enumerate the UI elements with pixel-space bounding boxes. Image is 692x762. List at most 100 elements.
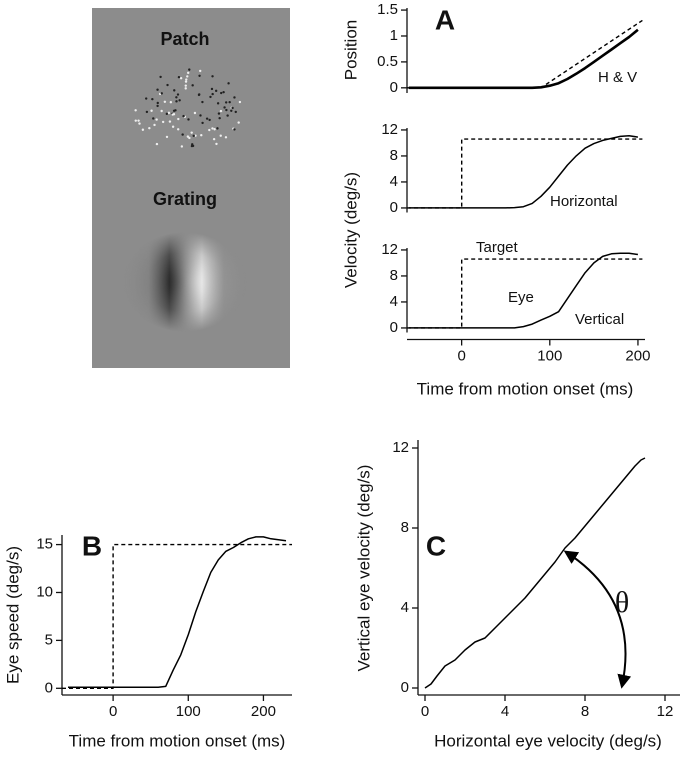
- y-tick-label: 8: [401, 519, 409, 536]
- dot: [209, 95, 212, 99]
- dot: [234, 110, 237, 114]
- dot: [159, 75, 162, 79]
- dot: [177, 75, 181, 79]
- dot: [218, 116, 221, 120]
- x-axis-label: Time from motion onset (ms): [417, 379, 634, 398]
- dot: [156, 88, 159, 91]
- dot: [169, 101, 173, 104]
- dot: [167, 111, 171, 115]
- annotation: Vertical: [575, 311, 624, 328]
- dot: [217, 112, 221, 115]
- y-tick-label: 0: [401, 679, 409, 696]
- dot: [222, 90, 225, 94]
- dot: [208, 128, 211, 132]
- dot: [214, 89, 218, 93]
- dot: [160, 92, 163, 95]
- dot: [155, 142, 159, 146]
- dot: [178, 99, 181, 102]
- x-tick-label: 0: [457, 347, 465, 364]
- dot: [213, 128, 216, 131]
- dot: [227, 82, 230, 85]
- dot: [186, 135, 190, 138]
- y-axis-label: Position: [341, 20, 360, 80]
- dot: [161, 120, 165, 124]
- annotation: H & V: [598, 69, 637, 86]
- dot: [208, 118, 211, 122]
- dot: [205, 117, 209, 120]
- dot: [220, 91, 223, 95]
- data-line: [62, 543, 292, 689]
- dot: [201, 121, 204, 125]
- data-line: [424, 457, 646, 689]
- dot: [215, 142, 218, 146]
- dot: [134, 119, 137, 122]
- data-line: [408, 28, 639, 90]
- dot: [225, 108, 228, 112]
- dot: [171, 125, 175, 128]
- dot: [151, 97, 154, 101]
- annotation: Eye: [508, 289, 534, 306]
- dot: [184, 84, 187, 87]
- dot: [150, 109, 153, 112]
- y-tick-label: 8: [390, 147, 398, 164]
- dot: [211, 127, 214, 130]
- dot: [179, 77, 183, 80]
- dot: [137, 119, 140, 122]
- dot: [177, 117, 180, 121]
- annotation: θ: [615, 586, 629, 619]
- x-tick-label: 12: [657, 703, 674, 720]
- dot: [144, 97, 148, 100]
- dot: [216, 127, 219, 130]
- dot: [228, 100, 231, 104]
- dot: [230, 109, 233, 112]
- x-tick-label: 200: [251, 703, 276, 720]
- dot: [148, 126, 151, 130]
- dot: [181, 133, 184, 136]
- data-line: [407, 138, 643, 209]
- panel-label: A: [435, 4, 455, 35]
- dot: [185, 78, 188, 81]
- grating: [120, 230, 250, 335]
- dot: [231, 106, 234, 110]
- y-tick-label: 1: [390, 27, 398, 44]
- x-tick-label: 200: [625, 347, 650, 364]
- dot: [200, 134, 203, 137]
- dot-patch: [134, 68, 242, 148]
- dot: [175, 100, 178, 103]
- dot: [219, 109, 223, 113]
- dot: [224, 101, 228, 104]
- dot: [172, 109, 176, 112]
- panel-label: C: [426, 530, 446, 561]
- y-tick-label: 4: [390, 293, 398, 310]
- y-tick-label: 0: [390, 79, 398, 96]
- dot: [223, 106, 226, 109]
- dot: [156, 104, 159, 108]
- dot: [237, 121, 240, 124]
- x-axis-label: Time from motion onset (ms): [69, 731, 286, 750]
- y-tick-label: 0: [45, 679, 53, 696]
- angle-arrow: [563, 550, 632, 689]
- dot: [238, 100, 242, 104]
- dot: [188, 68, 191, 71]
- x-tick-label: 4: [501, 703, 509, 720]
- x-tick-label: 100: [537, 347, 562, 364]
- y-tick-label: 12: [392, 439, 409, 456]
- panel-label: B: [82, 530, 102, 561]
- dot: [201, 100, 204, 104]
- dot: [199, 69, 202, 73]
- dot: [190, 131, 193, 134]
- dot: [191, 84, 194, 87]
- grating-label: Grating: [153, 189, 217, 209]
- dot: [166, 83, 169, 87]
- annotation: Target: [476, 239, 519, 256]
- data-line: [68, 536, 287, 689]
- y-axis-label: Eye speed (deg/s): [3, 546, 22, 684]
- dot: [186, 71, 190, 75]
- dot: [192, 134, 195, 138]
- dot: [182, 114, 185, 118]
- dot: [216, 102, 220, 105]
- y-tick-label: 0: [390, 199, 398, 216]
- dot: [198, 93, 201, 96]
- dot: [176, 93, 180, 96]
- dot: [193, 111, 197, 115]
